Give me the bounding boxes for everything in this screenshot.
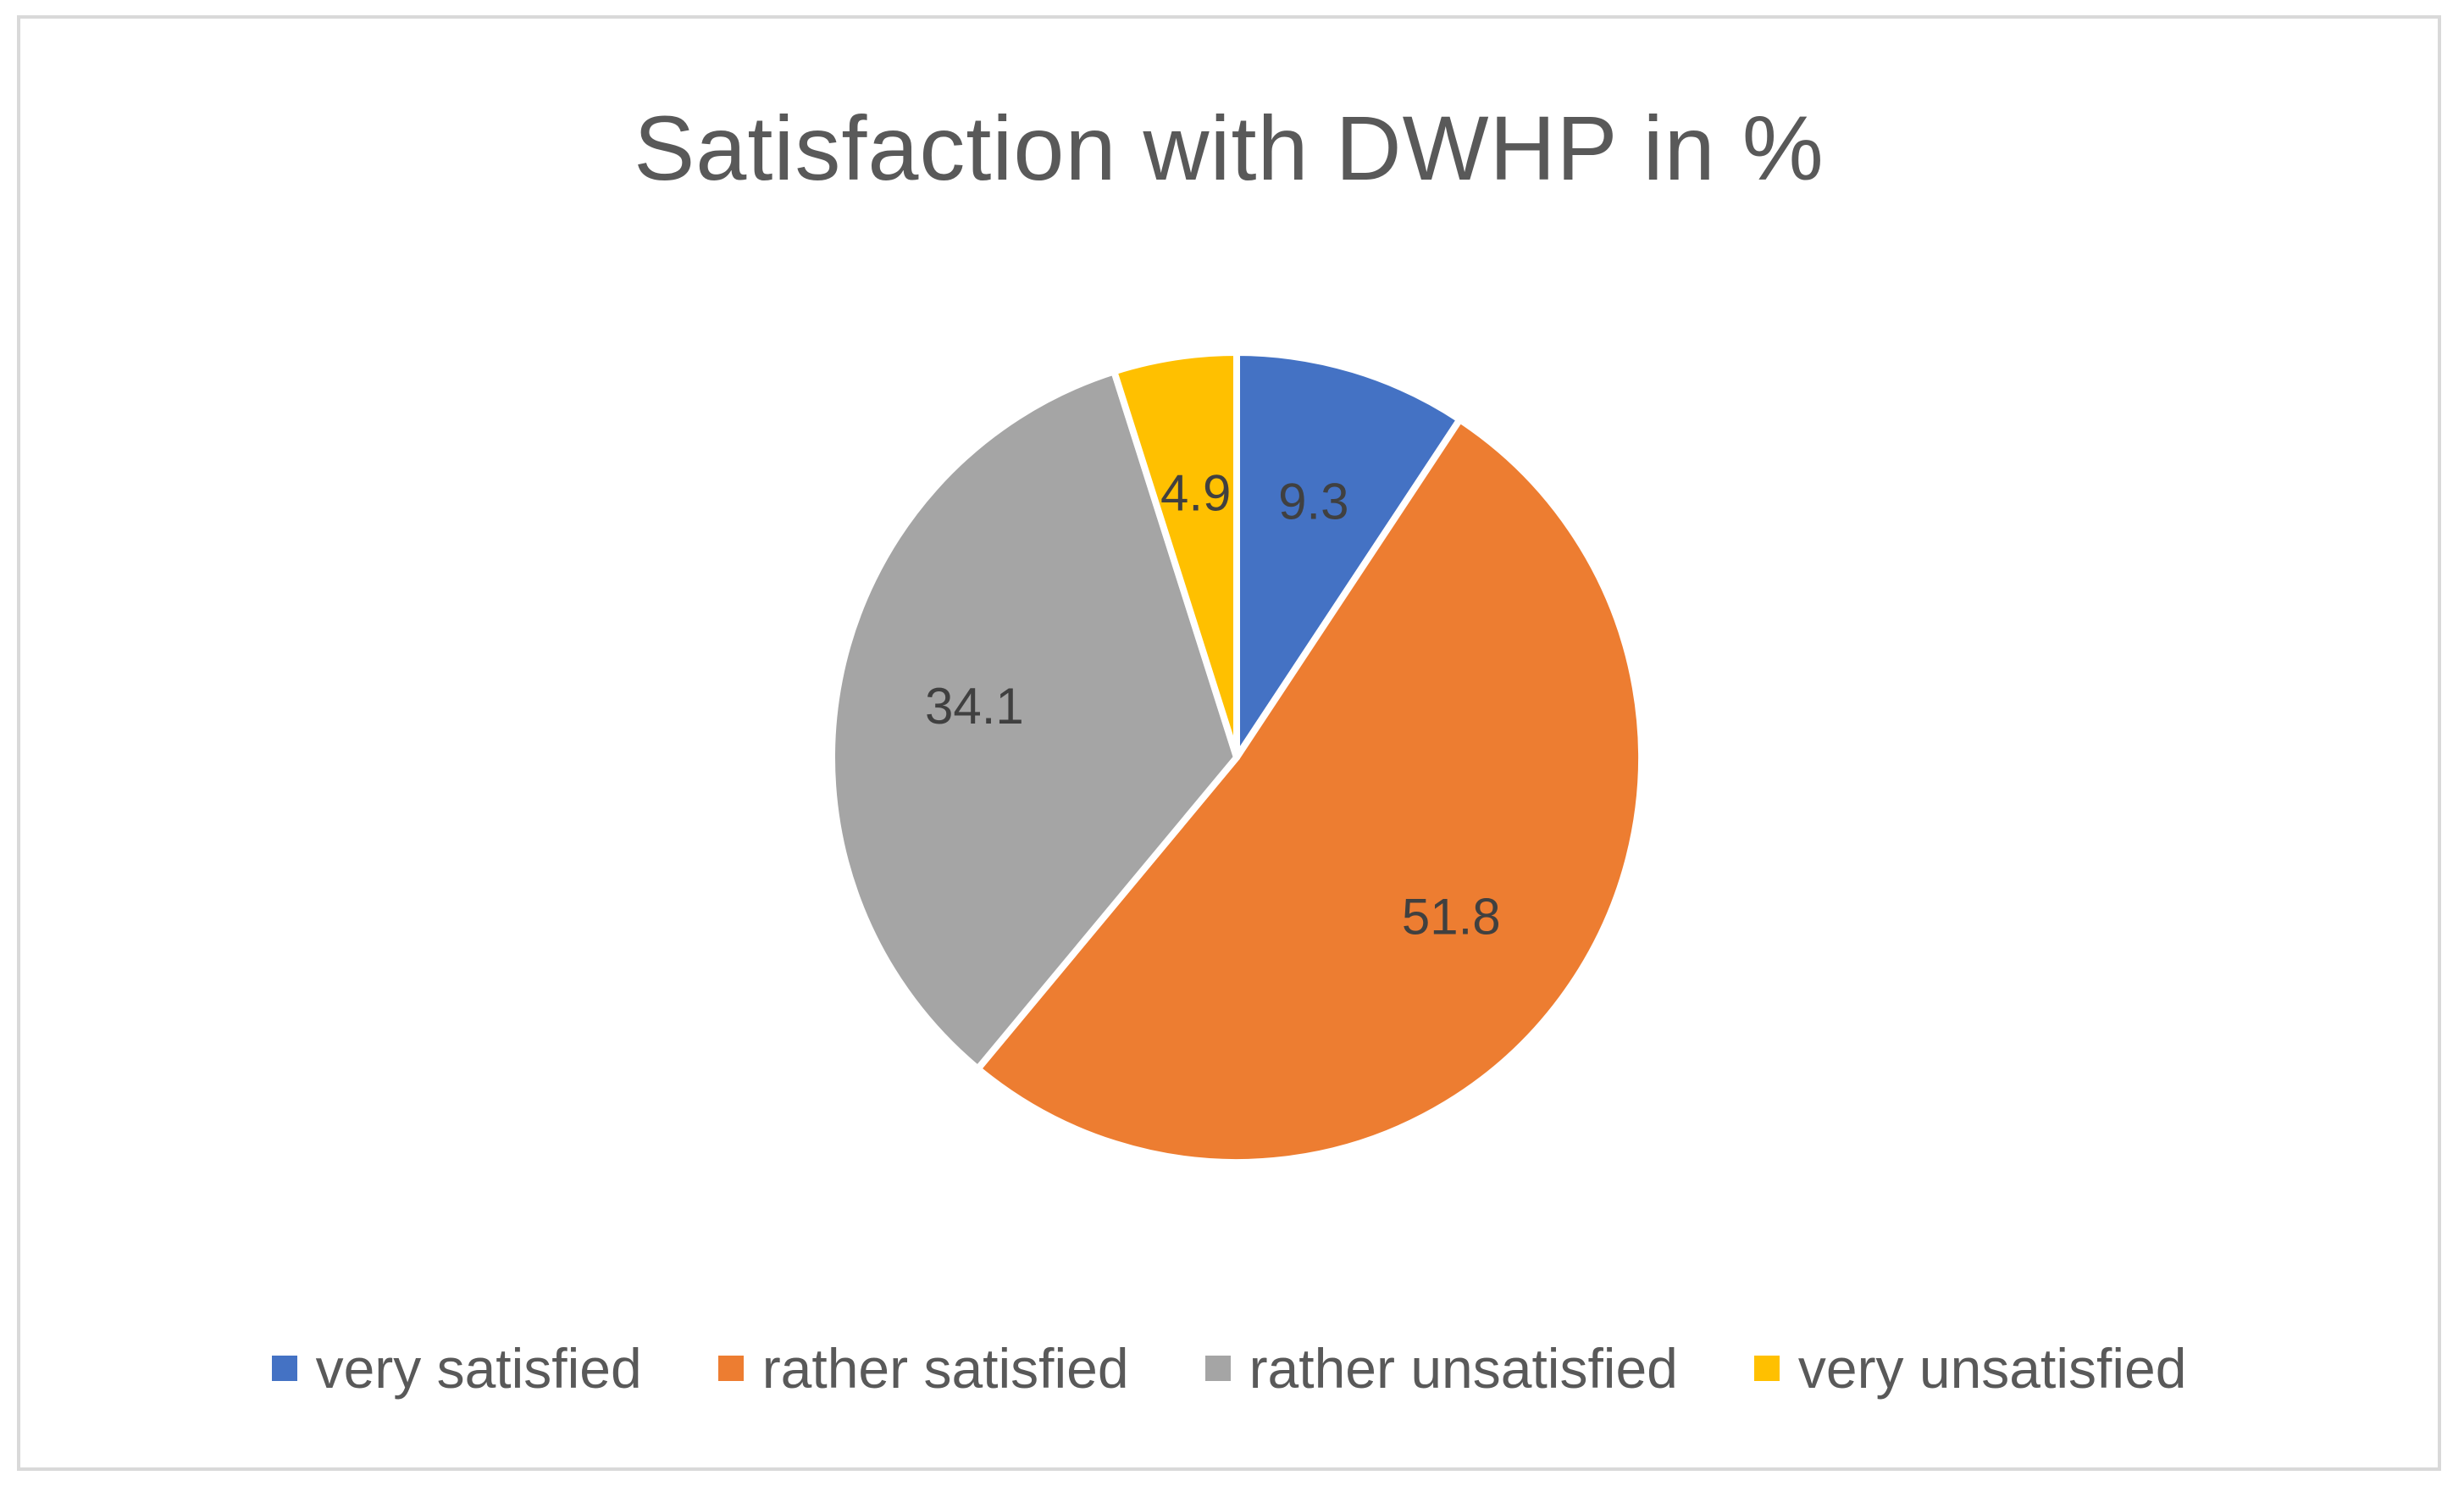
data-label-rather-satisfied: 51.8	[1402, 889, 1501, 946]
chart-frame: Satisfaction with DWHP in % 9.3 51.8 34.1 4…	[17, 15, 2441, 1471]
legend-item-rather-satisfied: rather satisfied	[717, 1336, 1129, 1400]
legend-swatch-rather-unsatisfied	[1204, 1356, 1231, 1381]
legend-item-rather-unsatisfied: rather unsatisfied	[1204, 1336, 1678, 1400]
legend-item-very-unsatisfied: very unsatisfied	[1753, 1336, 2187, 1400]
legend: very satisfied rather satisfied rather u…	[20, 1336, 2438, 1400]
legend-label-very-satisfied: very satisfied	[315, 1337, 642, 1400]
data-label-very-unsatisfied: 4.9	[1160, 465, 1231, 522]
legend-item-very-satisfied: very satisfied	[271, 1336, 642, 1400]
pie-slice-very-unsatisfied	[1110, 349, 1240, 761]
legend-label-rather-satisfied: rather satisfied	[761, 1337, 1129, 1400]
chart-title: Satisfaction with DWHP in %	[634, 97, 1824, 199]
pie-slice-rather-unsatisfied	[828, 368, 1240, 1073]
data-label-rather-unsatisfied: 34.1	[925, 678, 1024, 735]
pie-slice-rather-satisfied	[974, 416, 1646, 1166]
pie-slice-very-satisfied	[1233, 349, 1464, 761]
legend-swatch-very-satisfied	[271, 1356, 297, 1381]
legend-swatch-rather-satisfied	[717, 1356, 744, 1381]
legend-label-rather-unsatisfied: rather unsatisfied	[1249, 1337, 1678, 1400]
legend-swatch-very-unsatisfied	[1753, 1356, 1780, 1381]
data-label-very-satisfied: 9.3	[1278, 473, 1348, 530]
legend-label-very-unsatisfied: very unsatisfied	[1797, 1337, 2187, 1400]
pie-chart: 9.3 51.8 34.1 4.9	[828, 349, 1646, 1166]
